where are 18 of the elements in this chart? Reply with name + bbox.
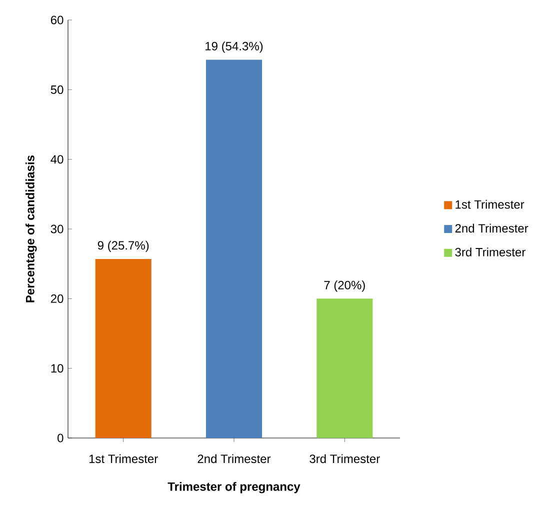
y-axis-title: Percentage of candidiasis <box>26 155 37 302</box>
x-tick-label: 2nd Trimester <box>198 454 271 464</box>
y-tick-label: 30 <box>50 224 64 234</box>
y-tick-label: 0 <box>58 434 64 442</box>
data-label: 7 (20%) <box>324 280 365 292</box>
legend-label: 3rd Trimester <box>455 248 526 256</box>
x-tick-label: 3rd Trimester <box>310 454 380 464</box>
x-tick-label: 1st Trimester <box>89 454 158 464</box>
y-tick-label: 60 <box>50 16 64 24</box>
legend-label: 1st Trimester <box>456 200 524 209</box>
data-label: 9 (25.7%) <box>98 240 149 252</box>
y-tick-label: 10 <box>51 364 64 373</box>
legend-label: 2nd Trimester <box>455 224 528 233</box>
x-axis-title: Trimester of pregnancy <box>168 482 300 494</box>
y-tick-label: 20 <box>50 294 64 303</box>
y-tick-label: 40 <box>50 155 64 164</box>
data-label: 19 (54.3%) <box>206 42 263 53</box>
y-tick-label: 50 <box>50 85 64 94</box>
